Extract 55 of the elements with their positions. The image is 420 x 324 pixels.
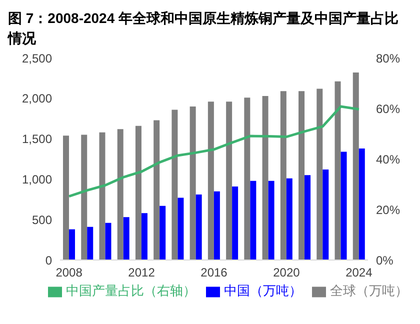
y2-tick-label: 60% [376,102,400,116]
bar [63,136,69,260]
bar [208,102,214,260]
bar [135,126,142,260]
x-tick-label: 2020 [273,266,300,280]
x-tick-label: 2016 [200,266,228,280]
bar [178,198,184,260]
bar [298,91,305,260]
bar [87,226,94,260]
y-tick-label: 500 [32,212,52,227]
bar [334,81,341,260]
y2-tick-label: 80% [376,51,400,66]
bar [226,102,232,260]
chart-title: 图 7：2008-2024 年全球和中国原生精炼铜产量及中国产量占比情况 [8,9,400,48]
bar [262,96,268,260]
bar [250,180,256,260]
legend-label: 全球（万吨） [330,283,408,298]
legend-label: 中国（万吨） [224,283,302,298]
bar [358,148,365,260]
y-tick-label: 0 [45,253,52,268]
bar [196,194,202,260]
bar [340,152,347,260]
bar [99,132,106,260]
bar [154,120,160,260]
bar [141,213,148,260]
y2-tick-label: 40% [376,152,400,166]
bar [160,206,166,260]
bar [69,229,75,260]
bar [304,175,311,260]
x-tick-label: 2012 [128,266,156,280]
bar [117,129,124,260]
bar [81,134,88,260]
bar [316,88,323,260]
y-tick-label: 1,000 [22,172,52,186]
bar [190,106,196,260]
y-tick-label: 1,500 [22,132,52,146]
legend-label: 中国产量占比（右轴） [66,283,196,298]
bar [172,110,178,260]
bar [214,191,220,260]
bar [105,222,112,260]
bar [244,98,250,260]
x-tick-label: 2008 [56,266,83,280]
y2-tick-label: 0% [376,253,394,268]
bar [123,217,130,260]
y-tick-label: 2,500 [22,51,52,66]
bar [280,91,286,260]
bar [232,186,238,260]
y-tick-label: 2,000 [22,92,52,106]
y2-tick-label: 20% [376,202,400,217]
bar [268,180,274,260]
x-tick-label: 2024 [346,266,373,280]
bar [322,170,329,260]
bar [286,178,292,260]
bar [352,72,359,260]
line-series [68,105,360,198]
